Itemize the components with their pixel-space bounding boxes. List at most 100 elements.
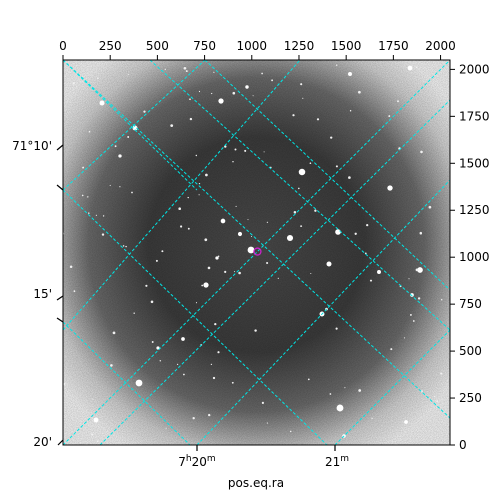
faint-star xyxy=(201,284,204,287)
star xyxy=(237,231,243,237)
faint-star xyxy=(330,136,333,139)
faint-star xyxy=(170,124,174,127)
faint-star xyxy=(252,95,254,97)
faint-star xyxy=(69,265,73,269)
faint-star xyxy=(114,145,117,148)
star xyxy=(335,229,341,235)
right-tick-label: 1000 xyxy=(459,250,490,264)
faint-star xyxy=(183,66,187,70)
faint-star xyxy=(289,430,292,433)
star xyxy=(220,218,226,224)
faint-star xyxy=(232,160,234,163)
faint-star xyxy=(388,115,391,118)
faint-star xyxy=(212,376,216,380)
faint-star xyxy=(145,284,148,287)
grid-line xyxy=(196,179,450,445)
star xyxy=(387,185,393,191)
grid-line xyxy=(63,321,191,445)
star xyxy=(417,267,423,273)
right-tick-label: 250 xyxy=(459,391,482,405)
star xyxy=(118,154,122,158)
star xyxy=(336,404,344,412)
faint-star xyxy=(150,300,154,304)
sky-image xyxy=(63,60,450,445)
dec-tick-label-1: 71°10' xyxy=(12,139,52,153)
faint-star xyxy=(91,433,94,436)
dec-axis: 71°10' 15' 20' xyxy=(12,139,64,449)
target-marker xyxy=(253,247,262,256)
faint-star xyxy=(314,209,317,212)
star xyxy=(218,98,224,104)
star xyxy=(135,379,143,387)
faint-star xyxy=(131,191,133,194)
faint-star xyxy=(302,97,304,99)
faint-star xyxy=(307,378,310,381)
faint-star xyxy=(204,238,208,242)
right-pixel-axis: 0 250 500 750 1000 1250 1500 1750 2000 xyxy=(450,62,490,452)
x-axis-label: pos.eq.ra xyxy=(228,476,284,490)
faint-star xyxy=(189,117,193,121)
faint-star xyxy=(348,176,351,179)
faint-star xyxy=(261,401,264,404)
faint-star xyxy=(390,348,393,351)
faint-star xyxy=(88,212,90,214)
star xyxy=(247,246,255,254)
faint-star xyxy=(112,331,116,335)
faint-star xyxy=(369,279,373,282)
faint-star xyxy=(207,266,211,270)
right-tick-label: 500 xyxy=(459,344,482,358)
faint-star xyxy=(415,268,419,272)
faint-star xyxy=(415,66,418,69)
star xyxy=(156,346,160,350)
faint-star xyxy=(440,372,443,375)
faint-star xyxy=(231,381,234,384)
grid-line xyxy=(63,60,450,445)
ra-tick-label-1: 7h20m xyxy=(178,454,215,469)
faint-star xyxy=(87,196,89,198)
top-tick-label: 1250 xyxy=(284,39,315,53)
faint-star xyxy=(198,194,200,196)
faint-star xyxy=(217,255,220,258)
faint-star xyxy=(185,70,188,73)
faint-star xyxy=(210,363,213,366)
grid-line xyxy=(334,329,450,445)
top-pixel-axis: 0 250 500 750 1000 1250 1500 1750 2000 xyxy=(59,39,456,60)
faint-star xyxy=(211,92,213,95)
coordinate-grid xyxy=(63,60,450,445)
top-tick-label: 500 xyxy=(146,39,169,53)
marker-circle xyxy=(253,247,262,256)
faint-star xyxy=(235,205,237,207)
faint-star xyxy=(277,277,279,279)
faint-star xyxy=(122,245,125,247)
faint-star xyxy=(95,214,97,216)
faint-star xyxy=(208,413,211,417)
star xyxy=(245,85,249,89)
faint-star xyxy=(198,182,201,185)
faint-star xyxy=(420,150,423,154)
grid-line xyxy=(99,99,450,445)
faint-star xyxy=(335,165,338,168)
faint-star xyxy=(217,351,220,354)
faint-star xyxy=(133,312,135,314)
faint-star xyxy=(419,231,423,235)
faint-star xyxy=(310,272,312,275)
faint-star xyxy=(440,298,443,301)
faint-star xyxy=(428,205,432,209)
faint-star xyxy=(232,91,236,95)
plot-frame xyxy=(62,59,451,446)
star xyxy=(407,65,413,71)
top-tick-label: 1750 xyxy=(378,39,409,53)
grid-line xyxy=(204,60,450,291)
faint-star xyxy=(238,271,241,275)
faint-star xyxy=(247,219,249,221)
star xyxy=(93,417,99,423)
faint-star xyxy=(408,278,410,280)
faint-star xyxy=(187,227,190,230)
faint-star xyxy=(192,417,195,420)
faint-star xyxy=(198,90,201,93)
faint-star xyxy=(72,82,75,85)
faint-star xyxy=(102,215,105,217)
faint-star xyxy=(205,173,208,177)
faint-star xyxy=(300,83,303,86)
star xyxy=(203,282,209,288)
